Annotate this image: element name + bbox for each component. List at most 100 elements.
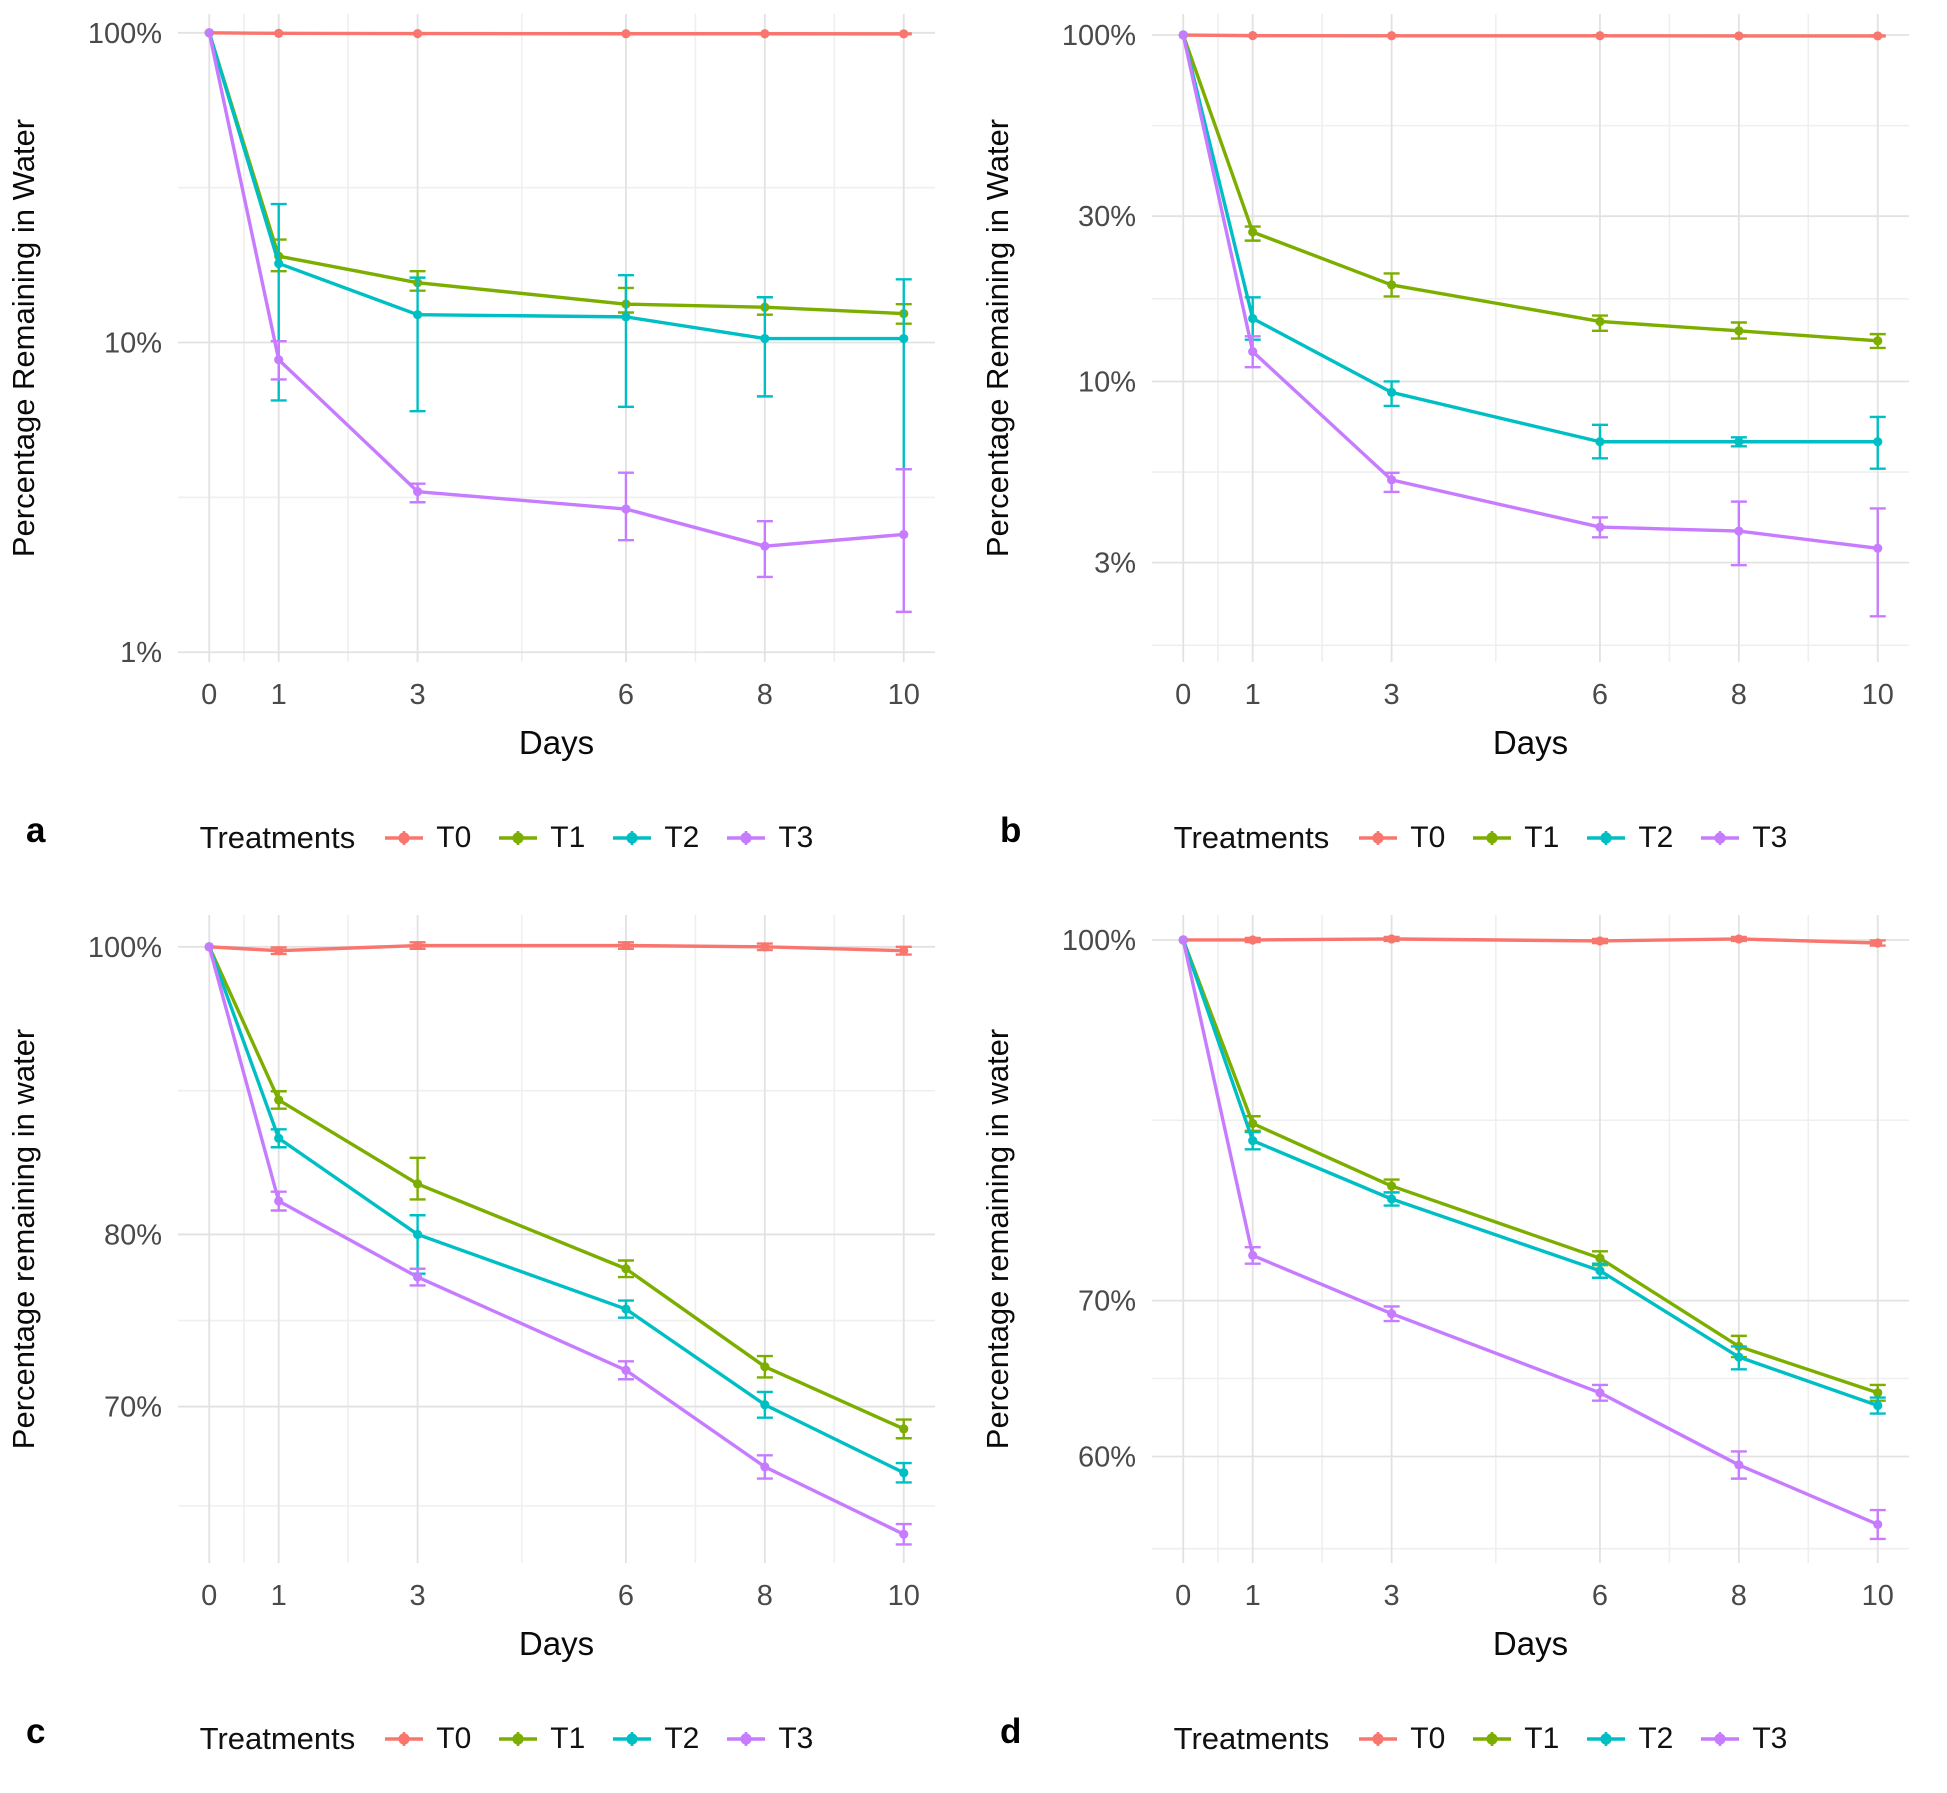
legend-entry-T2: T2 [1583,1722,1673,1756]
data-point [621,29,631,39]
legend-entry-T3: T3 [723,1722,813,1756]
legend-key-icon [385,831,424,845]
x-tick-label: 0 [1175,1580,1191,1612]
legend-row-d: d Treatments T0 T1 T2 T3 [974,1706,1947,1772]
treatments-legend-c: Treatments T0 T1 T2 T3 [160,1721,814,1757]
legend-key-point [1486,832,1498,844]
legend-items: T0 T1 T2 T3 [1355,1722,1787,1756]
legend-entry-T1: T1 [495,1722,585,1756]
legend-key-point [1372,832,1384,844]
series-T2 [204,28,912,471]
legend-key-icon [499,1732,538,1746]
series-line-T2 [1181,33,1880,444]
data-point [1248,1250,1258,1261]
x-axis-title: Days [519,724,594,761]
data-point [621,1365,631,1375]
legend-label: T1 [550,1722,586,1755]
data-point [1873,31,1883,41]
legend-items: T0 T1 T2 T3 [1355,821,1787,855]
data-point [1595,437,1605,447]
data-point [1595,1253,1605,1263]
panel-b: 100% 30% 10% 3% 0 1 3 6 8 10 Days Percentage Remain… [974,2,1947,871]
series-T3 [1178,935,1886,1541]
data-point [760,1400,770,1410]
series-line-T1 [1181,33,1880,343]
series-T2 [204,942,912,1484]
series-T1 [204,28,912,325]
y-axis-title: Percentage remaining in water [6,1029,41,1449]
legend-key-icon [1359,831,1398,845]
series-T1 [204,942,912,1440]
panel-letter-a: a [26,811,46,850]
legend-row-c: c Treatments T0 T1 T2 T3 [0,1706,973,1772]
x-axis-title: Days [1493,724,1568,761]
legend-label: T1 [1524,1722,1560,1755]
data-point [1595,1388,1605,1398]
legend-label: T2 [664,1722,700,1755]
series-line-T0 [207,31,906,36]
series-T1 [1178,935,1886,1402]
x-tick-label: 8 [1731,679,1747,711]
data-point [204,942,214,952]
data-point [899,946,909,956]
y-tick-label: 100% [1062,925,1136,957]
y-tick-label: 30% [1078,201,1136,233]
legend-title: Treatments [199,1721,356,1756]
y-tick-label: 10% [104,328,162,360]
data-point [1873,1388,1883,1398]
data-point [274,946,284,956]
data-point [1387,387,1397,398]
legend-key-point [1600,1733,1612,1745]
y-tick-label: 3% [1094,548,1136,580]
legend-label: T2 [1638,821,1674,854]
series-T0 [204,940,912,956]
legend-label: T1 [550,821,586,854]
data-point [899,333,909,344]
x-tick-label: 3 [410,1580,426,1612]
panel-d: 100% 70% 60% 0 1 3 6 8 10 Days Percentage remainin… [974,903,1947,1772]
x-tick-label: 0 [1175,679,1191,711]
legend-key-point [1486,1733,1498,1745]
data-point [1734,31,1744,41]
y-axis-title: Percentage Remaining in Water [980,119,1015,557]
data-point [1873,543,1883,553]
legend-label: T0 [436,1722,472,1755]
data-point [1387,475,1397,485]
data-point [899,1529,909,1539]
line-chart-b: 100% 30% 10% 3% 0 1 3 6 8 10 Days Percentage Remain… [980,14,1909,761]
legend-label: T0 [1410,821,1446,854]
data-point [274,1196,284,1206]
data-point [760,29,770,39]
legend-key-icon [613,831,652,845]
x-axis-title: Days [1493,1625,1568,1662]
legend-key-icon [1587,1732,1626,1746]
legend-entry-T1: T1 [495,821,585,855]
series-line-T2 [1181,938,1880,1408]
legend-label: T3 [1752,821,1788,854]
legend-key-point [626,832,638,844]
legend-label: T0 [436,821,472,854]
data-point [1387,934,1397,944]
series-T0 [1178,30,1886,41]
data-point [899,1424,909,1434]
data-point [1595,522,1605,532]
data-point [1734,934,1744,944]
data-point [1734,326,1744,336]
data-point [274,28,284,38]
legend-key-icon [499,831,538,845]
data-point [413,487,423,497]
x-tick-label: 1 [271,679,287,711]
legend-row-b: b Treatments T0 T1 T2 T3 [974,805,1947,871]
y-tick-label: 10% [1078,366,1136,398]
data-point [1873,336,1883,346]
legend-entry-T2: T2 [1583,821,1673,855]
series-line-T0 [207,943,906,953]
legend-key-icon [1701,1732,1740,1746]
data-point [274,258,284,269]
data-point [621,1304,631,1314]
y-tick-label: 1% [120,637,162,669]
y-tick-label: 70% [104,1392,162,1424]
x-tick-label: 8 [757,1580,773,1612]
series-T3 [204,28,912,614]
